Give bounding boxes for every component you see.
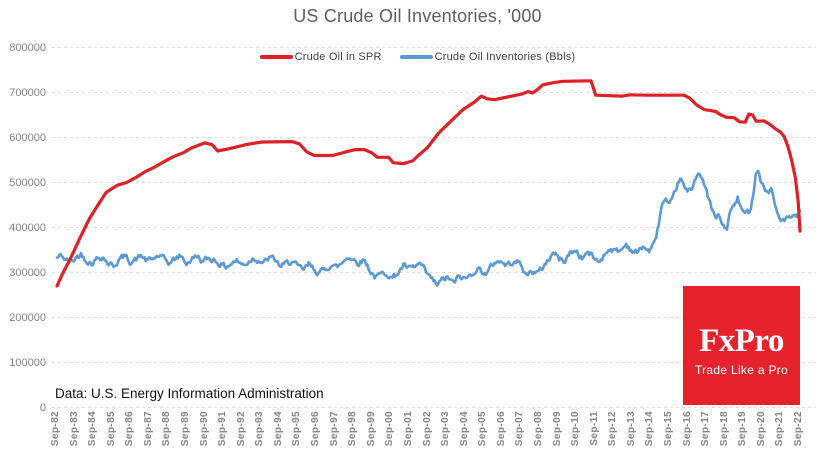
legend-swatch <box>399 55 433 59</box>
x-axis-label: Sep-20 <box>755 411 767 447</box>
fxpro-tagline: Trade Like a Pro <box>694 362 789 377</box>
x-axis-label: Sep-92 <box>235 411 247 447</box>
y-axis-label: 600000 <box>9 131 46 144</box>
y-axis-label: 800000 <box>9 41 46 54</box>
y-axis-label: 0 <box>39 401 46 414</box>
x-axis-label: Sep-00 <box>384 411 396 447</box>
x-axis-label: Sep-05 <box>477 411 489 447</box>
series-line-spr <box>55 79 802 288</box>
y-axis-label: 100000 <box>9 356 46 369</box>
legend-item: Crude Oil Inventories (Bbls) <box>399 51 576 63</box>
x-axis-label: Sep-83 <box>68 411 80 447</box>
y-axis-label: 300000 <box>9 266 46 279</box>
x-axis-label: Sep-02 <box>421 411 433 447</box>
x-axis-label: Sep-93 <box>254 411 266 447</box>
x-axis-label: Sep-89 <box>180 411 192 447</box>
x-axis-label: Sep-84 <box>87 411 99 447</box>
y-axis-label: 700000 <box>9 86 46 99</box>
x-axis-label: Sep-14 <box>644 411 656 447</box>
x-axis-label: Sep-09 <box>551 411 563 447</box>
x-axis-label: Sep-87 <box>142 411 154 447</box>
x-axis-label: Sep-98 <box>347 411 359 447</box>
y-axis-label: 400000 <box>9 221 46 234</box>
x-axis-label: Sep-10 <box>570 411 582 447</box>
legend: Crude Oil in SPR Crude Oil Inventories (B… <box>0 51 835 63</box>
x-axis-label: Sep-86 <box>124 411 136 447</box>
x-axis-label: Sep-07 <box>514 411 526 447</box>
x-axis-label: Sep-96 <box>310 411 322 447</box>
x-axis-label: Sep-91 <box>217 411 229 447</box>
source-note: Data: U.S. Energy Information Administra… <box>55 386 324 401</box>
x-axis-label: Sep-97 <box>328 411 340 447</box>
x-axis-label: Sep-03 <box>440 411 452 447</box>
x-axis-label: Sep-01 <box>402 411 414 447</box>
x-axis-label: Sep-82 <box>50 411 61 447</box>
x-axis-label: Sep-04 <box>458 411 470 447</box>
x-axis-label: Sep-08 <box>532 411 544 447</box>
x-axis-label: Sep-94 <box>272 411 284 447</box>
x-axis-label: Sep-21 <box>774 411 786 447</box>
y-axis-label: 200000 <box>9 311 46 324</box>
legend-label: Crude Oil Inventories (Bbls) <box>434 51 576 63</box>
fxpro-logo: FxPro Trade Like a Pro <box>683 286 800 405</box>
x-axis-label: Sep-15 <box>662 411 674 447</box>
legend-item: Crude Oil in SPR <box>259 51 382 63</box>
x-axis-label: Sep-06 <box>495 411 507 447</box>
x-axis-label: Sep-12 <box>607 411 619 447</box>
x-axis-label: Sep-19 <box>737 411 749 447</box>
legend-label: Crude Oil in SPR <box>294 51 382 63</box>
x-axis-label: Sep-95 <box>291 411 303 447</box>
x-axis-label: Sep-17 <box>700 411 712 447</box>
x-axis-label: Sep-22 <box>793 411 804 447</box>
x-axis-label: Sep-88 <box>161 411 173 447</box>
legend-swatch <box>259 55 293 59</box>
x-axis-label: Sep-85 <box>105 411 117 447</box>
y-axis-label: 500000 <box>9 176 46 189</box>
x-axis-label: Sep-90 <box>198 411 210 447</box>
fxpro-wordmark: FxPro <box>699 322 784 359</box>
chart-title: US Crude Oil Inventories, '000 <box>293 6 542 26</box>
x-axis-label: Sep-99 <box>365 411 377 447</box>
x-axis-label: Sep-13 <box>625 411 637 447</box>
x-axis-label: Sep-11 <box>588 411 600 446</box>
series-line-inventories <box>55 169 802 287</box>
x-axis-label: Sep-16 <box>681 411 693 447</box>
x-axis-label: Sep-18 <box>718 411 730 447</box>
